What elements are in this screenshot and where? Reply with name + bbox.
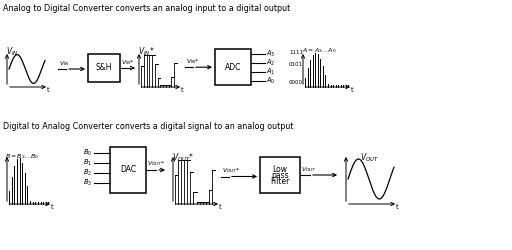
Text: $V_{OUT}$*: $V_{OUT}$* (172, 152, 195, 164)
Bar (215, 49, 251, 85)
Text: Digital to Analog Converter converts a digital signal to an analog output: Digital to Analog Converter converts a d… (3, 122, 293, 131)
Text: $B_3$: $B_3$ (83, 178, 92, 188)
Text: $A_2$: $A_2$ (266, 58, 275, 68)
Text: $V_{OUT}$: $V_{OUT}$ (301, 164, 317, 173)
Text: $A_1$: $A_1$ (266, 67, 275, 77)
Text: t: t (396, 204, 399, 210)
Text: $A_3$: $A_3$ (266, 49, 275, 59)
Text: $B=B_3..B_0$: $B=B_3..B_0$ (5, 152, 39, 161)
Bar (110, 147, 146, 193)
Text: t: t (351, 87, 354, 93)
Text: t: t (51, 204, 54, 210)
Text: 0101: 0101 (289, 62, 303, 67)
Text: $B_0$: $B_0$ (83, 148, 92, 158)
Text: $V_{OUT}$*: $V_{OUT}$* (147, 160, 166, 168)
Text: Low: Low (272, 164, 288, 173)
Text: $A=A_3..A_0$: $A=A_3..A_0$ (302, 46, 336, 55)
Text: 1111: 1111 (289, 50, 303, 55)
Text: $V_{IN}$*: $V_{IN}$* (186, 57, 200, 66)
Text: $V_{IN}$: $V_{IN}$ (59, 59, 70, 68)
Bar (260, 157, 300, 193)
Text: t: t (219, 204, 222, 210)
Bar (88, 54, 120, 82)
Text: ADC: ADC (225, 62, 241, 72)
Text: $V_{IN}$: $V_{IN}$ (6, 46, 18, 58)
Text: 0000: 0000 (289, 80, 303, 85)
Text: $V_{OUT}$: $V_{OUT}$ (360, 152, 379, 164)
Text: S&H: S&H (96, 64, 112, 72)
Text: DAC: DAC (120, 166, 136, 174)
Text: t: t (181, 87, 184, 93)
Text: $A_0$: $A_0$ (266, 76, 275, 86)
Text: $B_1$: $B_1$ (83, 158, 92, 168)
Text: $V_{IN}$*: $V_{IN}$* (138, 46, 155, 58)
Text: t: t (47, 87, 50, 93)
Text: $B_2$: $B_2$ (83, 168, 92, 178)
Text: Filter: Filter (270, 176, 290, 186)
Text: Analog to Digital Converter converts an analog input to a digital output: Analog to Digital Converter converts an … (3, 4, 290, 13)
Text: $V_{IN}$*: $V_{IN}$* (121, 58, 135, 67)
Text: $V_{OUT}$*: $V_{OUT}$* (222, 166, 241, 175)
Text: pass: pass (271, 170, 289, 179)
